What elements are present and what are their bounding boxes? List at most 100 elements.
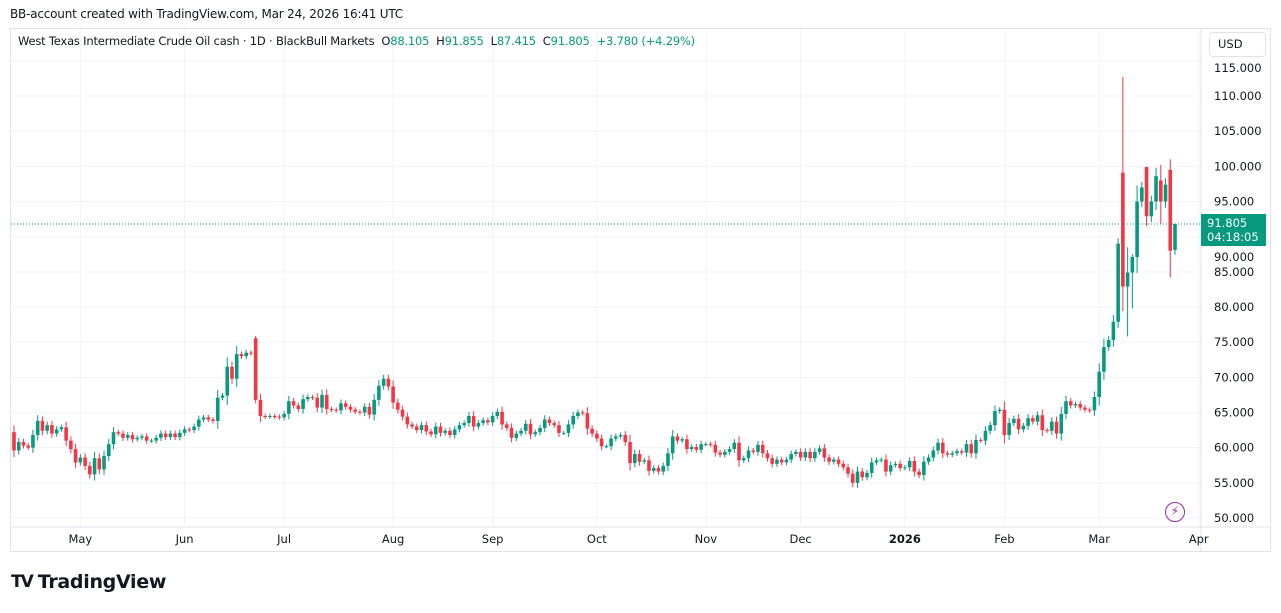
candle <box>907 457 912 472</box>
candle-body <box>173 433 177 438</box>
candle <box>244 349 248 360</box>
candle-body <box>557 425 561 433</box>
candle <box>443 428 448 436</box>
lightning-icon[interactable]: ⚡ <box>1165 502 1185 522</box>
candle <box>1168 159 1173 278</box>
candle <box>822 443 827 462</box>
candle-body <box>642 460 647 462</box>
candle <box>708 441 713 448</box>
candle <box>580 410 585 416</box>
candle <box>727 446 732 455</box>
candle-body <box>1140 187 1144 202</box>
time-tick-label: Mar <box>1088 532 1110 546</box>
candle-body <box>737 442 741 461</box>
candle-body <box>159 433 163 438</box>
candle <box>1092 391 1097 416</box>
candle-body <box>291 401 296 406</box>
candle <box>898 460 902 472</box>
candle <box>604 444 609 449</box>
candle <box>685 434 689 454</box>
candle <box>315 393 320 413</box>
candle <box>471 411 476 432</box>
candle-body <box>225 366 230 396</box>
candle <box>1163 178 1168 208</box>
time-axis: May Jun Jul Aug Sep Oct Nov Dec 2026 Feb Mar Apr <box>11 526 1270 546</box>
candle <box>1149 195 1154 223</box>
candle <box>106 439 111 462</box>
candle <box>372 394 376 421</box>
candle-body <box>505 424 509 428</box>
candle <box>850 469 855 488</box>
candle-body <box>879 459 883 461</box>
price-tick-label: 65.000 <box>1214 405 1254 419</box>
candle <box>869 457 874 478</box>
candle <box>846 463 850 478</box>
candle-body <box>187 429 192 431</box>
candle-body <box>163 433 168 438</box>
candle-body <box>1130 257 1135 273</box>
candle <box>974 434 978 459</box>
candle-body <box>320 394 324 408</box>
time-tick-label: Sep <box>482 532 504 546</box>
candle-body <box>618 434 623 437</box>
candle-body <box>841 463 846 468</box>
candle-body <box>1163 184 1168 202</box>
candle-body <box>12 432 16 451</box>
candle <box>675 433 680 444</box>
candle <box>1140 181 1144 208</box>
candle <box>206 414 211 423</box>
candle-body <box>566 424 571 433</box>
candle <box>353 407 357 415</box>
price-tick-label: 85.000 <box>1214 265 1254 279</box>
candle <box>590 425 594 437</box>
candle <box>306 394 310 402</box>
candle-body <box>467 416 471 424</box>
price-tick-label: 70.000 <box>1214 370 1254 384</box>
candle <box>595 430 599 442</box>
candle-body <box>490 416 495 423</box>
candle <box>1059 406 1064 441</box>
candle-body <box>595 433 599 439</box>
candle-body <box>1054 421 1059 434</box>
symbol-title[interactable]: West Texas Intermediate Crude Oil cash ·… <box>18 34 375 48</box>
candle <box>978 437 983 443</box>
candle <box>358 409 362 415</box>
time-tick-label: 2026 <box>889 532 921 546</box>
candle-body <box>813 451 817 459</box>
candle <box>272 413 277 419</box>
candle <box>628 434 632 471</box>
candle-body <box>324 394 329 409</box>
candle <box>130 431 135 443</box>
candle <box>623 431 628 446</box>
candle <box>538 424 542 436</box>
candle <box>78 454 83 466</box>
high-label: H <box>436 34 445 48</box>
candle <box>405 412 410 429</box>
candle <box>666 448 670 472</box>
candle-body <box>424 425 429 432</box>
candle-body <box>263 416 267 418</box>
candle <box>1083 404 1087 413</box>
candle <box>576 409 580 419</box>
candle <box>941 437 945 459</box>
candle <box>959 448 964 456</box>
price-tick-label: 105.000 <box>1214 124 1262 138</box>
candle <box>16 437 21 455</box>
time-tick-label: Aug <box>382 532 404 546</box>
candle <box>988 421 992 435</box>
candle-body <box>1111 321 1116 341</box>
currency-button[interactable]: USD <box>1209 32 1266 57</box>
candle-body <box>471 416 476 427</box>
candle-body <box>277 416 282 418</box>
candle-body <box>694 446 699 450</box>
candle <box>239 351 244 359</box>
candle-body <box>500 411 504 425</box>
candle-body <box>234 354 239 379</box>
tradingview-logo[interactable]: TV TradingView <box>11 571 166 593</box>
candle-body <box>704 444 708 446</box>
candle <box>495 408 500 420</box>
candle-body <box>580 412 585 414</box>
candle-body <box>628 442 632 464</box>
candle <box>642 457 647 465</box>
